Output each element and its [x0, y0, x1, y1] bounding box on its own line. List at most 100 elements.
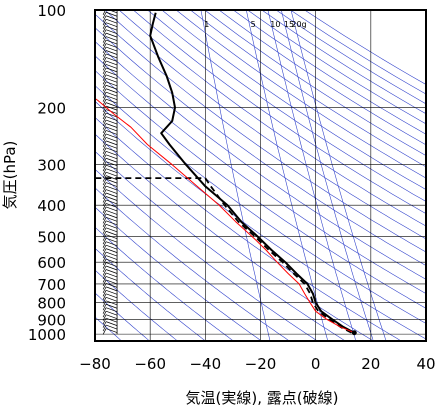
wind-barb	[105, 116, 118, 121]
dry-adiabat	[190, 10, 426, 168]
wind-barb	[105, 126, 118, 132]
mixing-ratio-label: 15	[284, 20, 294, 29]
wind-barb-flag	[102, 36, 107, 43]
dry-adiabat	[95, 27, 426, 266]
wind-barb-flag	[102, 265, 107, 273]
wind-barb	[105, 300, 118, 306]
wind-barb-flag	[102, 276, 107, 283]
wind-barb	[105, 283, 118, 288]
y-tick-label: 500	[37, 229, 66, 247]
wind-barb	[105, 43, 118, 48]
x-tick-label: 40	[416, 355, 435, 373]
wind-barb	[105, 91, 118, 97]
dry-adiabat	[95, 150, 346, 341]
wind-barb-flag	[102, 283, 107, 290]
dry-adiabat	[95, 41, 426, 280]
y-tick-label: 200	[37, 100, 66, 118]
wind-barb	[105, 161, 118, 167]
wind-barb	[105, 53, 118, 59]
wind-barb-flag	[102, 241, 107, 248]
wind-barb	[105, 137, 118, 142]
wind-barb	[105, 144, 118, 149]
wind-barb-flag	[102, 227, 107, 234]
wind-barb	[105, 206, 118, 212]
dry-adiabat	[95, 133, 374, 341]
y-tick-label: 900	[37, 311, 66, 329]
wind-barb-flag	[102, 217, 107, 224]
parcel-line	[95, 97, 355, 334]
wind-barb	[105, 217, 118, 222]
wind-barb-flag	[102, 119, 107, 127]
dry-adiabat	[218, 10, 426, 146]
wind-barb	[105, 15, 118, 21]
y-tick-label: 100	[37, 2, 66, 20]
wind-barb	[105, 199, 118, 205]
x-tick-label: −80	[79, 355, 111, 373]
wind-barb-flag	[102, 165, 107, 172]
wind-barb	[105, 321, 118, 326]
wind-barb-flag	[102, 126, 107, 134]
wind-barb-flag	[102, 189, 107, 196]
wind-barb-flag	[102, 151, 107, 158]
wind-barb-flag	[102, 60, 107, 68]
dry-adiabat	[95, 187, 290, 341]
wind-barb	[105, 39, 118, 45]
wind-barb	[105, 307, 118, 313]
wind-barb	[105, 196, 118, 201]
gridlines	[95, 10, 426, 341]
wind-barb-flag	[102, 279, 107, 287]
dry-adiabat	[95, 226, 234, 341]
dry-adiabat	[95, 55, 426, 294]
wind-barb-flag	[102, 46, 107, 54]
wind-barb-flag	[102, 258, 107, 266]
wind-barb-flag	[102, 32, 107, 40]
wind-barb-flag	[102, 185, 107, 193]
wind-barb-flag	[102, 123, 107, 130]
wind-barb-flag	[102, 206, 107, 214]
wind-barb-flag	[102, 53, 107, 61]
wind-barb	[105, 241, 118, 247]
y-tick-label: 400	[37, 197, 66, 215]
wind-barb	[105, 81, 118, 87]
x-tick-label: −60	[134, 355, 166, 373]
wind-barb-flag	[102, 22, 107, 29]
wind-barb-flag	[102, 78, 107, 85]
wind-barb-flag	[102, 57, 107, 64]
dry-adiabat	[95, 206, 262, 341]
x-tick-label: 0	[311, 355, 321, 373]
wind-barb	[105, 105, 118, 111]
wind-barb	[105, 88, 118, 94]
dry-adiabat	[95, 168, 318, 341]
wind-barb	[105, 22, 118, 28]
wind-barb	[105, 74, 118, 80]
wind-barb-flag	[102, 231, 107, 238]
wind-barb-flag	[102, 10, 106, 15]
wind-barb	[105, 258, 118, 264]
wind-barb-flag	[102, 255, 107, 262]
wind-barb	[105, 185, 118, 191]
wind-barb	[105, 64, 118, 69]
wind-barb	[105, 46, 118, 52]
dry-adiabat	[161, 10, 426, 190]
wind-barb	[105, 251, 118, 257]
mixing-ratio-label: 1	[204, 20, 209, 29]
surface-point	[351, 330, 357, 336]
wind-barb-flag	[102, 12, 107, 19]
wind-barb	[105, 50, 118, 55]
wind-barb-flag	[102, 203, 107, 210]
y-tick-label: 600	[37, 254, 66, 272]
wind-barb	[105, 314, 118, 319]
dry-adiabat	[147, 10, 426, 202]
wind-barb	[105, 286, 118, 292]
wind-barb	[105, 171, 118, 177]
wind-barb-flag	[102, 238, 107, 245]
wind-barb	[105, 248, 118, 253]
wind-barb	[105, 272, 118, 278]
wind-barb	[105, 296, 118, 302]
wind-barb	[105, 112, 118, 118]
wind-barb-flag	[102, 144, 107, 151]
wind-barb-flag	[102, 300, 107, 307]
y-tick-label: 300	[37, 157, 66, 175]
